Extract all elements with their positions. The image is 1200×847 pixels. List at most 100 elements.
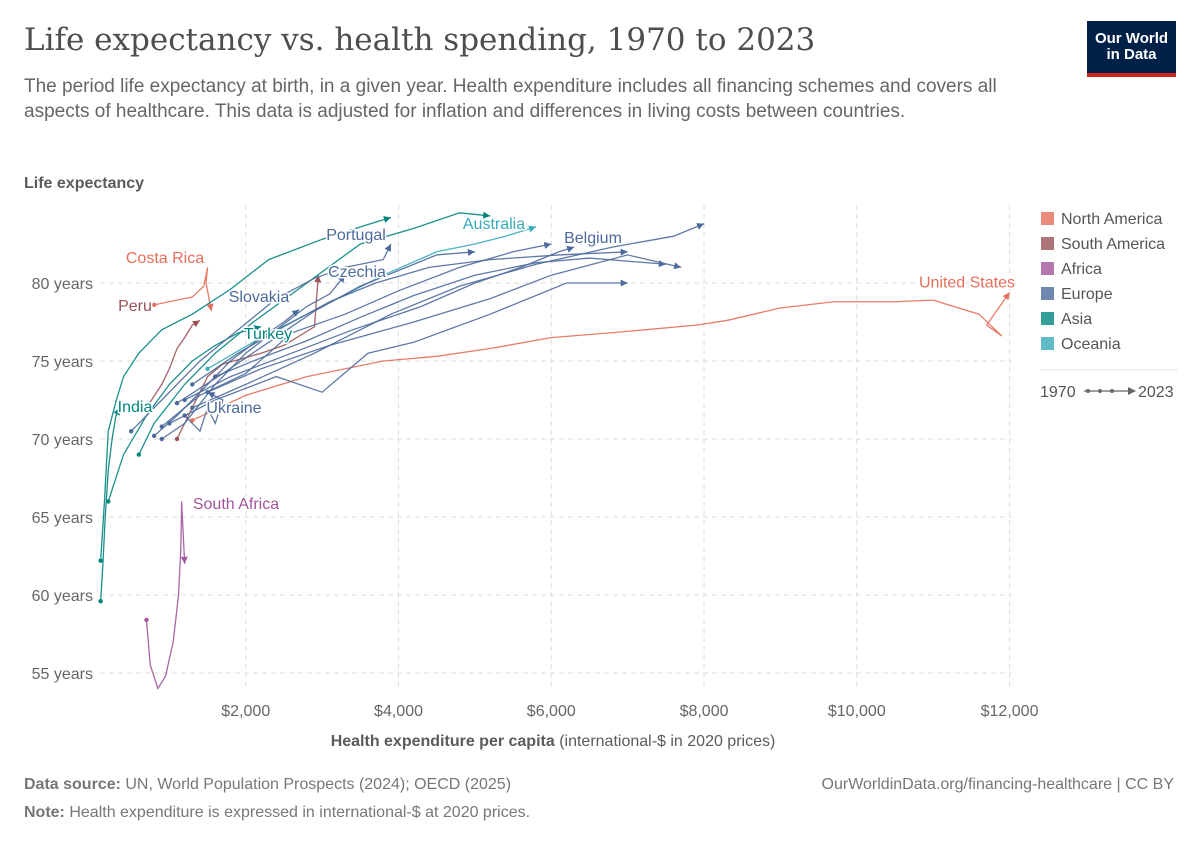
series-line	[99, 216, 392, 561]
series-start-point	[159, 424, 164, 429]
series-end-arrow	[113, 407, 120, 416]
series-line-australia	[207, 226, 537, 370]
series-start-point	[136, 452, 142, 457]
legend-swatch	[1041, 237, 1054, 250]
series-label: United States	[919, 274, 1015, 291]
series-label: Czechia	[328, 264, 386, 281]
series-end-arrow	[543, 241, 552, 249]
series-line-costa-rica	[153, 267, 213, 312]
series-label: Peru	[118, 298, 152, 315]
series-end-arrow	[314, 275, 322, 283]
time-legend-start: 1970	[1040, 384, 1076, 401]
time-legend-end: 2023	[1138, 384, 1174, 401]
series-start-point	[190, 382, 195, 387]
series-label: Slovakia	[229, 289, 290, 306]
series-line	[207, 254, 682, 393]
series-end-arrow	[383, 216, 391, 223]
x-axis-label-suffix: (international-$ in 2020 prices)	[555, 733, 776, 750]
series-start-point	[205, 366, 210, 371]
time-legend-dot	[1086, 389, 1090, 393]
owid-logo[interactable]: Our World in Data	[1087, 21, 1176, 77]
legend-item: Asia	[1061, 311, 1092, 328]
x-axis-label-main: Health expenditure per capita	[331, 733, 555, 750]
series-line-south-africa	[145, 501, 186, 691]
legend-swatch	[1041, 262, 1054, 275]
y-axis-label: Life expectancy	[24, 175, 144, 192]
chart-title: Life expectancy vs. health spending, 197…	[24, 22, 816, 58]
series-line-peru	[145, 319, 201, 409]
x-axis-label: Health expenditure per capita (internati…	[331, 733, 776, 750]
x-tick-label: $6,000	[527, 703, 576, 720]
series-start-point	[151, 433, 157, 439]
x-tick-label: $2,000	[221, 703, 270, 720]
series-line	[169, 282, 628, 424]
series-label: Belgium	[564, 230, 622, 247]
series-start-point	[190, 405, 195, 410]
series-start-point	[174, 400, 180, 406]
series-start-point	[159, 436, 164, 442]
source-text: UN, World Population Prospects (2024); O…	[120, 776, 512, 793]
series-label: Ukraine	[206, 400, 261, 417]
note: Note: Health expenditure is expressed in…	[24, 804, 530, 822]
series-end-arrow	[253, 325, 262, 332]
series-label: South Africa	[193, 496, 279, 513]
series-line	[192, 223, 705, 409]
y-tick-label: 70 years	[32, 432, 93, 449]
y-tick-label: 55 years	[32, 666, 93, 683]
series-start-point	[144, 405, 149, 410]
series-start-point	[213, 374, 218, 379]
legend-item: Oceania	[1061, 336, 1121, 353]
source-url[interactable]: OurWorldinData.org/financing-healthcare …	[821, 776, 1174, 793]
series-end-arrow	[384, 244, 391, 252]
series-line	[138, 212, 491, 455]
series-line	[191, 251, 628, 385]
legend-swatch	[1041, 287, 1054, 300]
legend-item: Africa	[1061, 261, 1102, 278]
series-start-point	[106, 499, 111, 504]
chart-subtitle: The period life expectancy at birth, in …	[24, 76, 997, 122]
series-end-arrow	[566, 245, 575, 253]
series-label: Australia	[463, 216, 525, 233]
time-legend-dot	[1098, 389, 1102, 393]
legend-item: South America	[1061, 236, 1165, 253]
series-end-arrow	[673, 262, 682, 270]
series-label: India	[118, 399, 153, 416]
series-start-point	[144, 617, 149, 623]
series-label: Costa Rica	[126, 250, 204, 267]
series-end-arrow	[192, 320, 200, 328]
x-tick-label: $10,000	[828, 703, 886, 720]
series-start-point	[128, 429, 134, 434]
data-source: Data source: UN, World Population Prospe…	[24, 776, 511, 794]
series-label: Portugal	[326, 227, 386, 244]
series-line-slovakia	[153, 309, 300, 437]
scatter-chart: Life expectancy 55 years 60 years 65 years…	[24, 175, 1178, 750]
time-legend-dot	[1110, 389, 1114, 393]
x-tick-label: $4,000	[374, 703, 423, 720]
series-start-point	[151, 302, 157, 308]
y-tick-label: 80 years	[32, 276, 93, 293]
series-line	[161, 243, 552, 428]
series-start-point	[98, 599, 103, 604]
series-end-arrow	[696, 223, 705, 230]
series-end-arrow	[620, 279, 628, 287]
series-line-czechia	[161, 274, 346, 440]
series-line-portugal	[130, 243, 392, 432]
note-label: Note:	[24, 804, 65, 821]
y-tick-label: 60 years	[32, 588, 93, 605]
series-end-arrow	[1002, 292, 1010, 301]
legend-swatch	[1041, 212, 1054, 225]
series-end-arrow	[207, 392, 216, 399]
x-tick-label: $12,000	[981, 703, 1039, 720]
series-start-point	[174, 436, 180, 442]
source-label: Data source:	[24, 776, 121, 793]
series-start-point	[98, 558, 103, 563]
series-start-point	[167, 421, 172, 426]
series-end-arrow	[291, 309, 300, 317]
legend-swatch	[1041, 337, 1054, 350]
legend-item: North America	[1061, 211, 1162, 228]
series-end-arrow	[658, 260, 666, 268]
legend-swatch	[1041, 312, 1054, 325]
series-line-india	[99, 407, 121, 602]
note-text: Health expenditure is expressed in inter…	[64, 804, 531, 821]
series-line	[214, 257, 666, 378]
